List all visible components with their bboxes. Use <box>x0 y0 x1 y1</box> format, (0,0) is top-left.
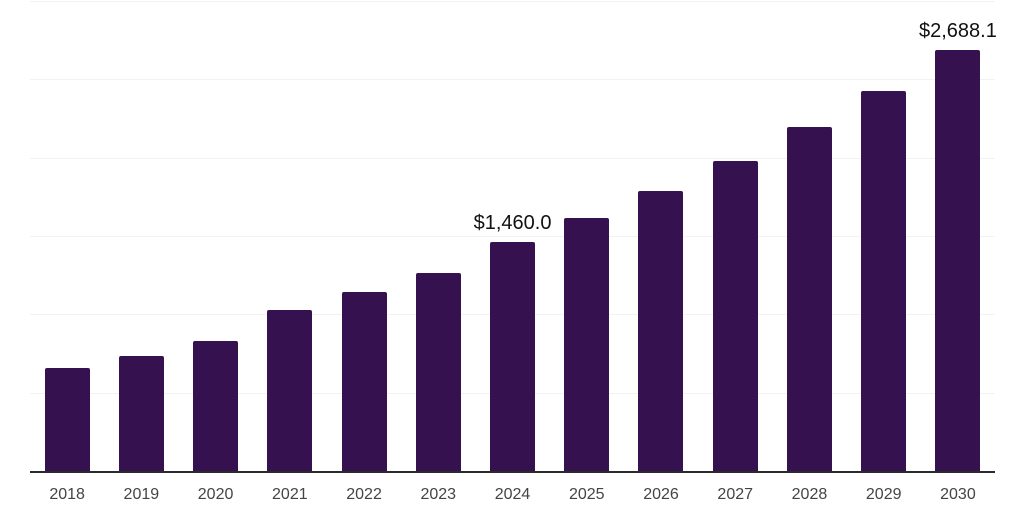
bar-2027 <box>712 160 758 471</box>
bar-slot-2018 <box>30 1 104 471</box>
bar-2030: $2,688.1 <box>919 20 997 471</box>
bar-2021 <box>267 310 313 471</box>
bar-2024: $1,460.0 <box>474 212 551 471</box>
bar-2018 <box>44 367 90 471</box>
bar-slot-2021 <box>253 1 327 471</box>
bar-2020 <box>193 340 239 471</box>
bar-slot-2023 <box>401 1 475 471</box>
x-axis-label-2024: 2024 <box>494 486 531 503</box>
data-label-2030: $2,688.1 <box>918 19 997 42</box>
plot-area: $1,460.0 $2,688.1 <box>30 1 997 473</box>
bars: $1,460.0 $2,688.1 <box>30 1 997 471</box>
data-label-2024: $1,460.0 <box>473 212 552 235</box>
bar-slot-2029 <box>847 1 921 471</box>
x-axis-label-2028: 2028 <box>791 486 828 503</box>
x-axis-label-2021: 2021 <box>272 486 308 503</box>
bar-slot-2026 <box>624 1 698 471</box>
bar-2019 <box>118 356 164 471</box>
x-axis-label-2022: 2022 <box>346 486 382 503</box>
bar-slot-2027 <box>698 1 772 471</box>
bar-slot-2024: $1,460.0 <box>474 1 551 471</box>
bar-slot-2028 <box>772 1 846 471</box>
bar-2029 <box>861 90 907 471</box>
x-axis-label-2029: 2029 <box>865 486 902 503</box>
bar-2023 <box>415 273 461 471</box>
gridline-2500 <box>30 79 995 81</box>
bar-2025 <box>564 217 610 471</box>
bar-slot-2022 <box>327 1 401 471</box>
x-axis-label-2019: 2019 <box>123 486 160 503</box>
gridline-1500 <box>30 236 995 237</box>
gridline-3000 <box>30 1 995 2</box>
x-axis-label-2023: 2023 <box>420 486 457 503</box>
gridline-2000 <box>30 157 995 159</box>
x-axis-label-2020: 2020 <box>197 486 234 503</box>
x-axis-label-2026: 2026 <box>643 486 679 503</box>
x-axis-label-2025: 2025 <box>568 486 605 503</box>
bar-slot-2020 <box>178 1 252 471</box>
bar-slot-2019 <box>104 1 178 471</box>
bar-2026 <box>638 190 684 471</box>
x-axis-labels: 2018 2019 2020 2021 2022 2023 2024 2025 2026 2027… <box>30 486 995 504</box>
x-axis-label-2018: 2018 <box>49 486 85 503</box>
bar-2022 <box>341 292 387 471</box>
plot-wrap: $1,460.0 $2,688.1 2018 2019 2020 2021 2022 202… <box>30 1 997 504</box>
x-axis-label-2027: 2027 <box>717 486 754 503</box>
bar-slot-2025 <box>550 1 624 471</box>
bar-slot-2030: $2,688.1 <box>919 1 997 471</box>
x-axis-label-2030: 2030 <box>940 486 976 503</box>
bar-2028 <box>786 127 832 471</box>
